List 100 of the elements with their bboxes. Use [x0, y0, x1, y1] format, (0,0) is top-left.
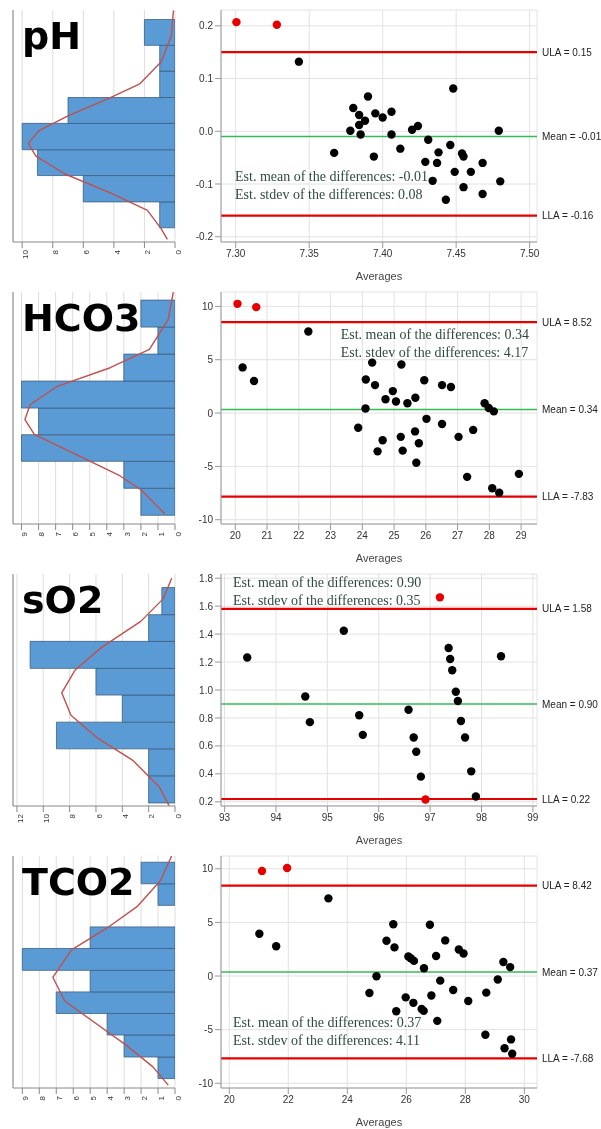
point — [389, 920, 398, 929]
y-tick-label: 0.8 — [199, 712, 214, 724]
y-tick-label: 10 — [201, 300, 214, 312]
point — [403, 399, 412, 408]
point — [489, 407, 499, 416]
point — [339, 626, 348, 635]
point — [382, 936, 391, 945]
ref-line-label: ULA = 8.52 — [542, 316, 593, 328]
chart-title: sO2 — [22, 578, 104, 622]
x-tick-label: 9 — [21, 1095, 31, 1101]
point — [272, 20, 282, 29]
point — [301, 692, 310, 701]
point — [453, 696, 463, 706]
point — [459, 949, 468, 958]
y-tick-label: 5 — [207, 916, 214, 928]
x-tick-label: 7.35 — [299, 248, 320, 260]
point — [369, 152, 379, 161]
y-tick-label: 5 — [207, 354, 214, 366]
ref-line-label: Mean = 0.90 — [542, 698, 599, 710]
point — [381, 395, 390, 404]
point — [506, 1035, 516, 1044]
point — [424, 135, 433, 144]
x-tick-label: 0 — [173, 249, 183, 255]
y-tick-label: -0.1 — [195, 178, 214, 190]
x-tick-label: 20 — [229, 530, 242, 542]
point — [460, 733, 470, 742]
point — [304, 327, 313, 336]
y-tick-label: -0.2 — [195, 231, 214, 243]
x-tick-label: 4 — [112, 249, 122, 255]
point — [249, 376, 259, 386]
point — [421, 157, 430, 167]
point — [422, 414, 431, 424]
x-tick-label: 7.45 — [446, 248, 467, 260]
y-tick-label: 0 — [207, 970, 214, 982]
x-tick-label: 30 — [518, 1094, 531, 1106]
point — [427, 991, 436, 1000]
x-tick-label: 22 — [282, 1094, 295, 1106]
point — [412, 747, 421, 756]
point — [411, 393, 420, 402]
y-tick-label: 1.6 — [199, 600, 214, 612]
point — [451, 687, 461, 696]
x-tick-label: 3 — [122, 1095, 132, 1101]
x-tick-label: 8 — [37, 1095, 47, 1101]
x-tick-label: 7.30 — [225, 248, 246, 260]
x-tick-label: 4 — [105, 531, 115, 537]
point — [257, 866, 267, 876]
point — [354, 423, 363, 432]
point — [493, 975, 502, 984]
point — [505, 962, 515, 972]
x-tick-label: 5 — [88, 1095, 98, 1101]
point — [500, 1044, 509, 1053]
point — [361, 375, 371, 384]
point — [396, 432, 405, 442]
point — [437, 419, 447, 429]
point — [449, 985, 458, 995]
point — [496, 177, 505, 186]
y-tick-label: 0.0 — [199, 125, 214, 137]
point — [464, 996, 473, 1006]
x-tick-label: 6 — [94, 813, 104, 819]
point — [282, 863, 292, 873]
x-axis-title: Averages — [355, 834, 403, 846]
x-tick-label: 4 — [121, 813, 130, 819]
point — [363, 92, 373, 101]
point — [360, 116, 370, 125]
y-tick-label: 0 — [207, 407, 214, 419]
point — [414, 439, 424, 448]
x-tick-label: 7.50 — [519, 248, 540, 260]
point — [459, 182, 468, 192]
point — [370, 380, 380, 390]
point — [478, 158, 487, 168]
point — [514, 469, 524, 479]
y-tick-label: 1.2 — [199, 656, 214, 668]
point — [508, 1049, 517, 1058]
x-tick-label: 22 — [293, 530, 305, 542]
annotation: Est. mean of the differences: 0.90 — [233, 574, 422, 592]
point — [444, 643, 453, 653]
point — [435, 593, 445, 602]
x-tick-label: 6 — [81, 249, 91, 255]
chart-title: HCO3 — [22, 296, 141, 340]
y-tick-label: 0.4 — [199, 768, 214, 780]
x-tick-label: 3 — [122, 531, 132, 537]
y-tick-label: 0.2 — [199, 20, 214, 32]
point — [428, 176, 437, 186]
x-axis-title: Averages — [355, 552, 403, 564]
ref-line-label: LLA = -7.83 — [542, 491, 594, 503]
x-tick-label: 94 — [270, 812, 282, 824]
point — [482, 988, 491, 997]
ref-line-label: ULA = 8.42 — [542, 880, 593, 892]
point — [446, 382, 456, 392]
y-tick-label: 0.2 — [199, 796, 214, 808]
point — [471, 792, 481, 801]
point — [409, 956, 419, 966]
point — [434, 148, 443, 157]
point — [354, 120, 364, 130]
point — [436, 976, 445, 985]
x-tick-label: 8 — [37, 531, 47, 537]
x-tick-label: 5 — [88, 531, 98, 537]
point — [494, 126, 503, 135]
x-tick-label: 28 — [483, 530, 496, 542]
point — [361, 404, 370, 413]
